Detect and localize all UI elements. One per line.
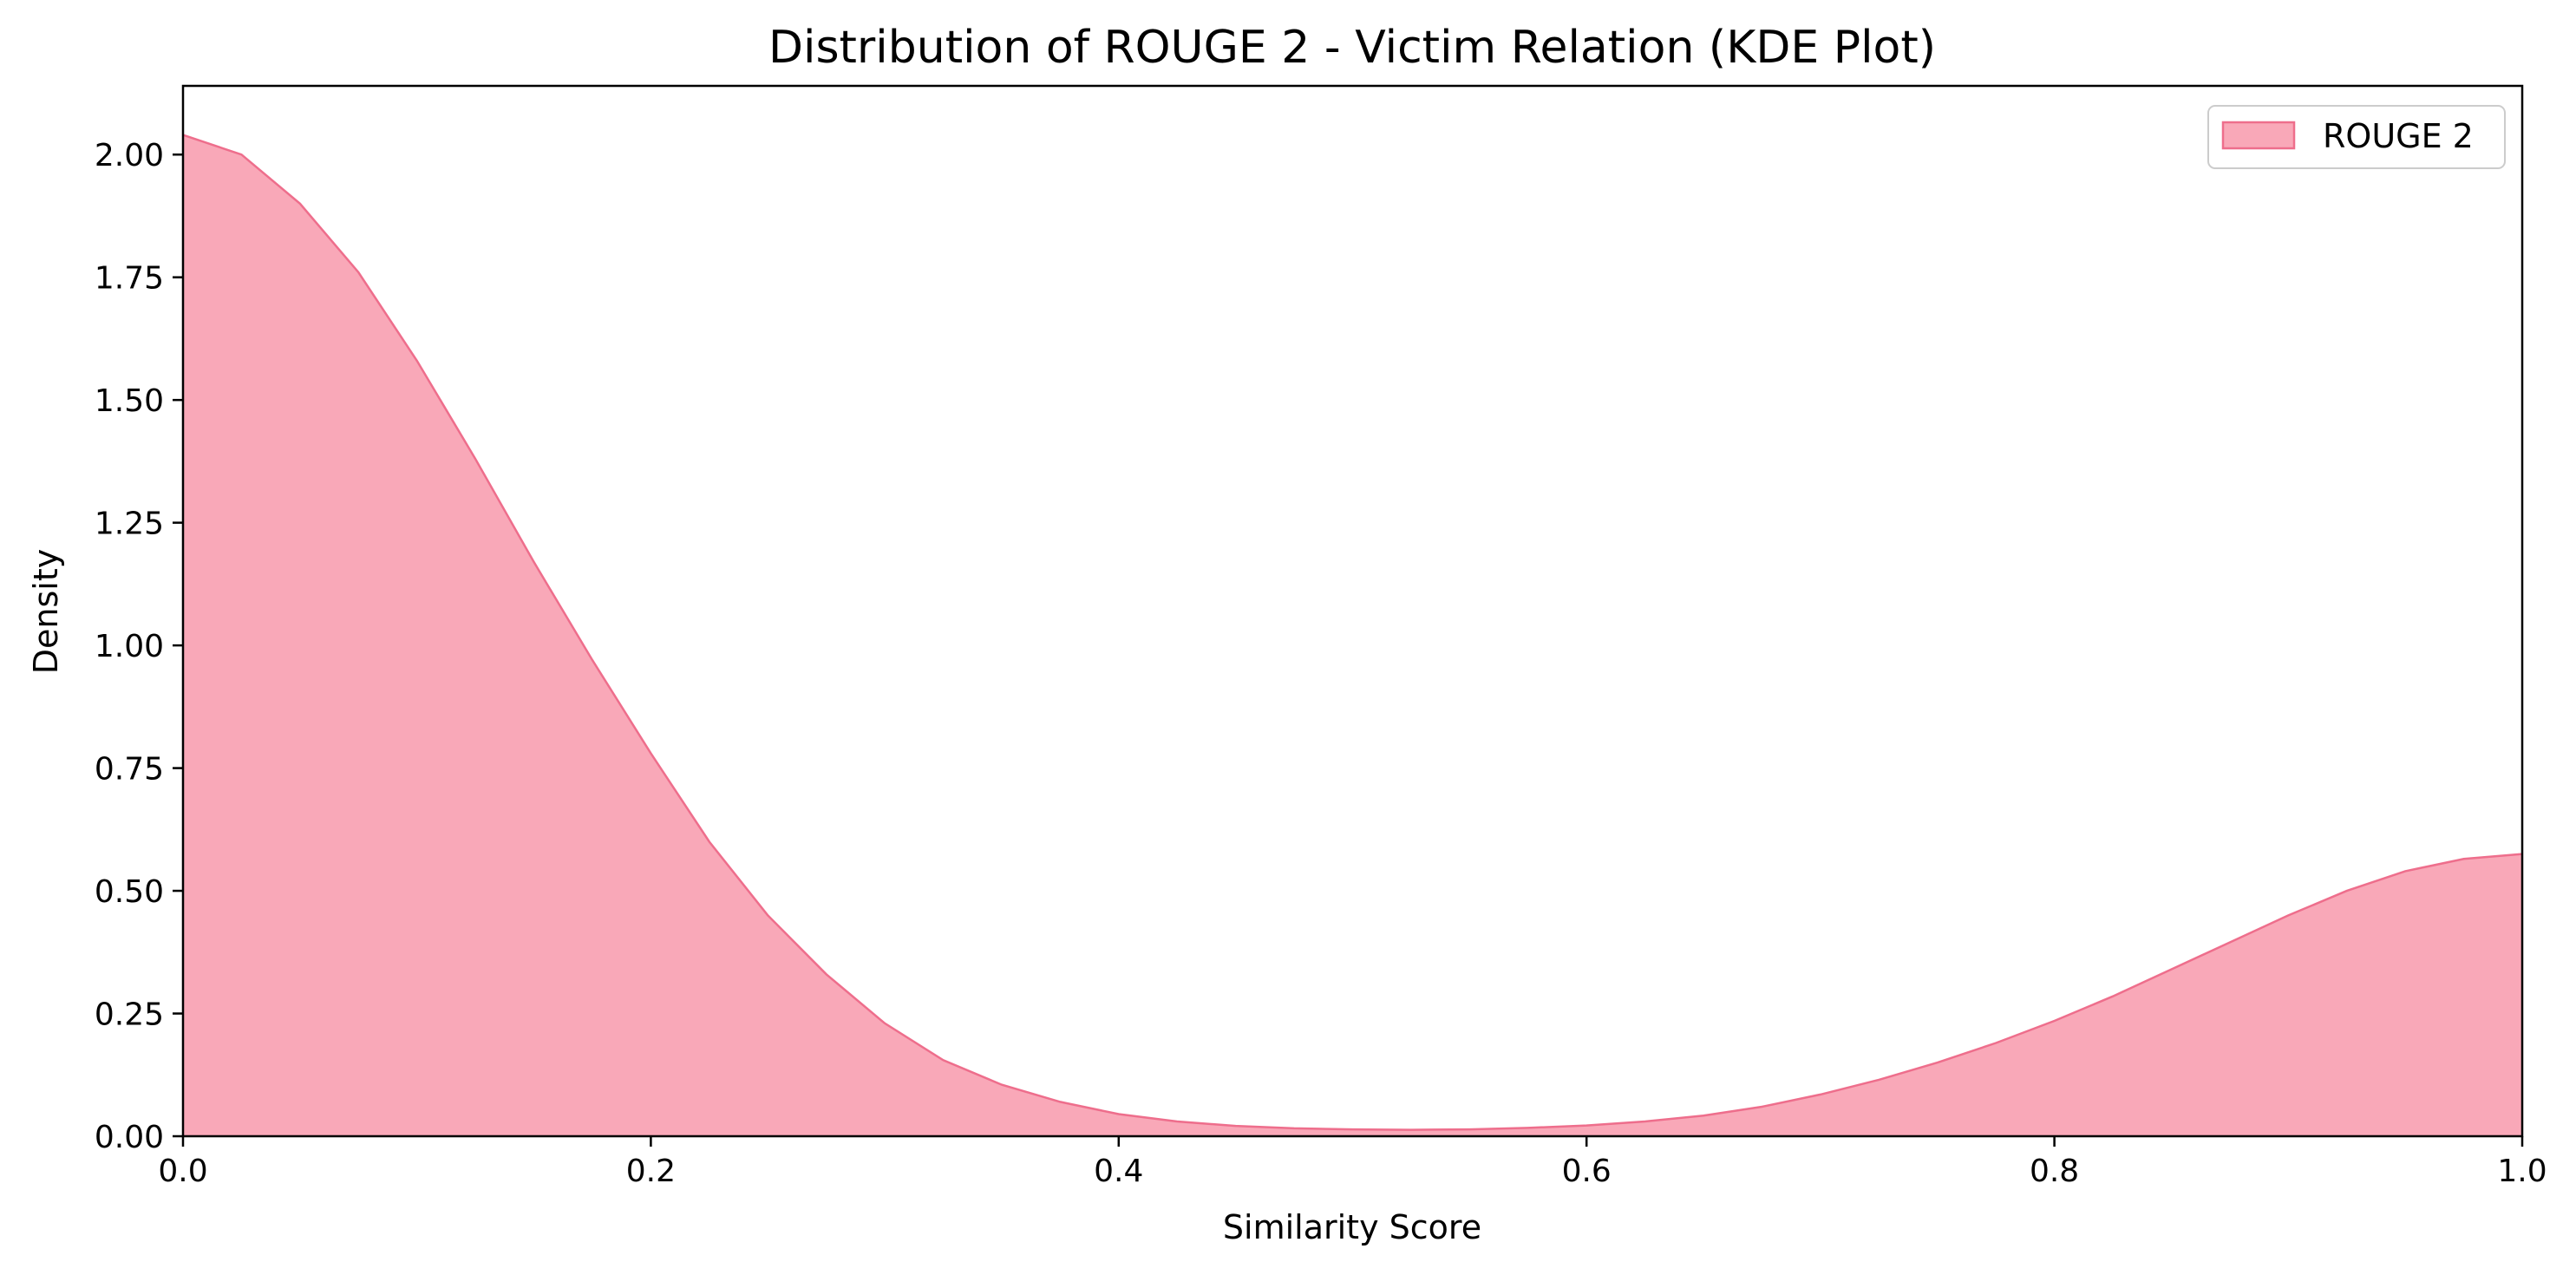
axes-frame [181, 84, 2524, 1138]
y-tick-label: 0.75 [95, 752, 164, 788]
chart-title: Distribution of ROUGE 2 - Victim Relatio… [768, 22, 1936, 74]
y-tick-label: 2.00 [95, 138, 164, 173]
x-tick-label: 1.0 [2497, 1154, 2547, 1189]
y-tick-label: 0.00 [95, 1120, 164, 1155]
x-axis: 0.0 0.2 0.4 0.6 0.8 1.0 [158, 1136, 2547, 1189]
y-axis-label: Density [27, 549, 65, 674]
x-tick-label: 0.6 [1562, 1154, 1612, 1189]
kde-curve-line [182, 134, 2523, 1131]
y-tick-label: 0.25 [95, 997, 164, 1033]
y-tick-label: 1.50 [95, 383, 164, 419]
y-axis: 0.00 0.25 0.50 0.75 1.00 1.25 1.50 1.75 2.00 [95, 138, 183, 1155]
kde-area-fill [183, 134, 2522, 1137]
y-tick-label: 1.25 [95, 507, 164, 542]
legend-swatch [2221, 121, 2296, 150]
y-tick-label: 1.75 [95, 261, 164, 297]
y-tick-label: 0.50 [95, 874, 164, 910]
legend: ROUGE 2 [2207, 105, 2506, 169]
x-tick-label: 0.2 [626, 1154, 676, 1189]
legend-label: ROUGE 2 [2323, 117, 2474, 155]
plot-area [182, 134, 2523, 1137]
x-tick-label: 0.0 [158, 1154, 207, 1189]
y-tick-label: 1.00 [95, 629, 164, 664]
x-tick-label: 0.4 [1094, 1154, 1143, 1189]
x-axis-label: Similarity Score [1223, 1208, 1481, 1246]
x-tick-label: 0.8 [2030, 1154, 2079, 1189]
